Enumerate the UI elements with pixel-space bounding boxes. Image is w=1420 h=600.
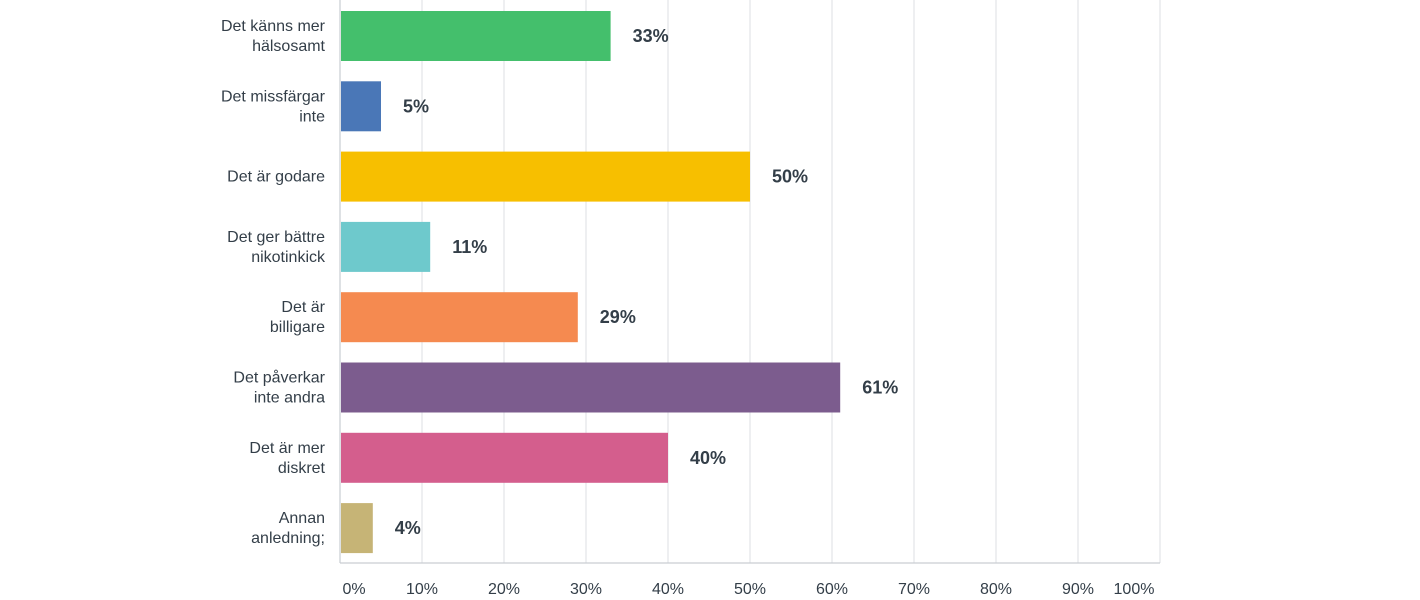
category-label: Det missfärgar inte bbox=[221, 88, 326, 125]
bar bbox=[341, 221, 431, 272]
x-tick-label: 100% bbox=[1114, 581, 1155, 598]
data-label: 29% bbox=[600, 307, 636, 327]
bar bbox=[341, 432, 668, 483]
category-label: Det är billigare bbox=[270, 299, 326, 336]
x-tick-label: 50% bbox=[734, 581, 766, 598]
bars bbox=[341, 11, 841, 554]
data-label: 4% bbox=[395, 518, 421, 538]
x-tick-label: 70% bbox=[898, 581, 930, 598]
value-labels: 33% 5% 50% 11% 29% 61% 40% 4% bbox=[395, 26, 898, 538]
bar bbox=[341, 81, 381, 132]
x-tick-label: 0% bbox=[342, 581, 365, 598]
data-label: 50% bbox=[772, 167, 808, 187]
category-label: Det är godare bbox=[227, 169, 325, 186]
data-label: 5% bbox=[403, 96, 429, 116]
data-label: 11% bbox=[452, 237, 487, 257]
category-label: Det är mer diskret bbox=[249, 440, 325, 477]
x-tick-label: 40% bbox=[652, 581, 684, 598]
category-label: Annan anledning; bbox=[251, 510, 325, 547]
x-tick-label: 60% bbox=[816, 581, 848, 598]
bar bbox=[341, 11, 611, 61]
x-tick-label: 30% bbox=[570, 581, 602, 598]
category-label: Det påverkar inte andra bbox=[233, 369, 325, 407]
data-label: 33% bbox=[633, 26, 669, 46]
data-label: 61% bbox=[862, 378, 898, 398]
bar bbox=[341, 362, 841, 413]
x-tick-label: 10% bbox=[406, 581, 438, 598]
x-tick-label: 90% bbox=[1062, 581, 1094, 598]
bar bbox=[341, 292, 578, 343]
data-label: 40% bbox=[690, 448, 726, 468]
x-axis-ticks: 0% 10% 20% 30% 40% 50% 60% 70% 80% 90% 100% bbox=[342, 581, 1154, 598]
bar bbox=[341, 151, 750, 202]
bar bbox=[341, 503, 373, 554]
category-label: Det ger bättre nikotinkick bbox=[227, 229, 326, 266]
x-tick-label: 20% bbox=[488, 581, 520, 598]
category-labels: Det känns mer hälsosamt Det missfärgar inte… bbox=[221, 18, 326, 547]
gridlines bbox=[339, 0, 1161, 564]
category-label: Det känns mer hälsosamt bbox=[221, 18, 326, 55]
x-tick-label: 80% bbox=[980, 581, 1012, 598]
